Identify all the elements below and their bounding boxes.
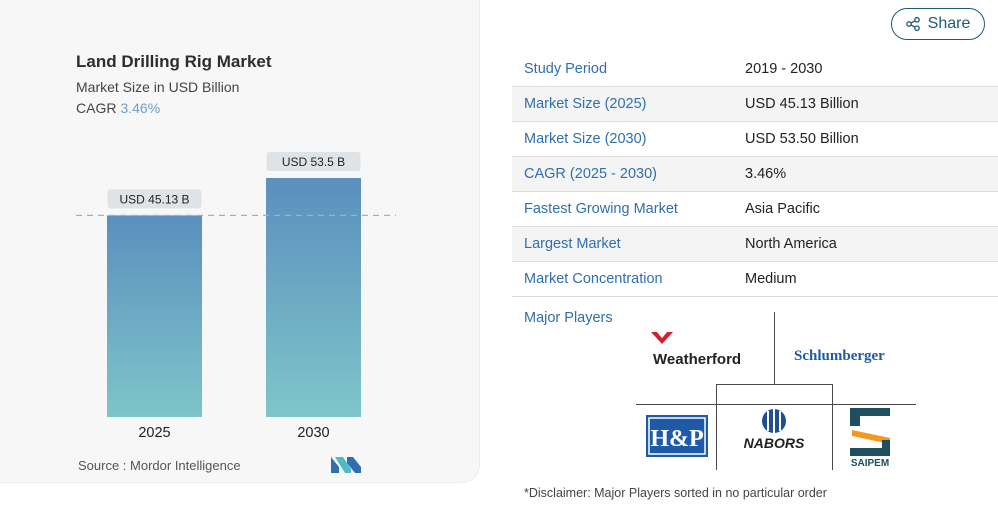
- source-text: Source : Mordor Intelligence: [78, 458, 241, 473]
- table-key: Market Concentration: [512, 261, 745, 297]
- data-label-bg: [266, 152, 361, 171]
- table-key: Study Period: [512, 52, 745, 87]
- player-hp: H&P: [650, 426, 703, 452]
- major-players-label: Major Players: [524, 310, 613, 326]
- chart-card: Land Drilling Rig Market Market Size in …: [0, 0, 480, 483]
- mordor-intelligence-logo: [331, 457, 361, 473]
- table-value: Medium: [745, 261, 998, 297]
- table-row: Market Concentration Medium: [512, 261, 998, 297]
- chart-subtitle: Market Size in USD Billion: [76, 79, 240, 95]
- chart-title: Land Drilling Rig Market: [76, 52, 272, 71]
- table-key: Market Size (2030): [512, 121, 745, 157]
- player-saipem: SAIPEM: [851, 458, 889, 469]
- disclaimer-text: *Disclaimer: Major Players sorted in no …: [524, 486, 827, 500]
- x-tick-label: 2025: [138, 425, 170, 441]
- share-icon: [905, 17, 920, 31]
- table-key: Market Size (2025): [512, 86, 745, 122]
- nabors-logo: NABORS: [738, 408, 812, 459]
- table-value: North America: [745, 226, 998, 262]
- cagr-label: CAGR: [76, 100, 117, 116]
- table-row: Fastest Growing Market Asia Pacific: [512, 191, 998, 227]
- share-label: Share: [927, 15, 971, 32]
- saipem-logo: SAIPEM: [846, 408, 896, 475]
- players-divider: [716, 384, 833, 385]
- table-row: Largest Market North America: [512, 226, 998, 262]
- schlumberger-logo: Schlumberger: [794, 342, 898, 371]
- player-schlumberger: Schlumberger: [794, 348, 885, 364]
- bar-2025: [107, 215, 202, 417]
- table-key: CAGR (2025 - 2030): [512, 156, 745, 192]
- table-value: USD 53.50 Billion: [745, 121, 998, 157]
- cagr-value: 3.46%: [120, 100, 161, 116]
- hp-logo: H&P: [646, 415, 708, 462]
- cagr-line: CAGR 3.46%: [76, 100, 160, 116]
- table-value: 3.46%: [745, 156, 998, 192]
- players-divider: [774, 312, 775, 384]
- market-summary-table: Study Period 2019 - 2030 Market Size (2025…: [512, 52, 998, 297]
- bar-chart: USD 45.13 B 2025 USD 53.5 B 2030: [76, 152, 396, 441]
- players-divider: [716, 384, 717, 470]
- table-row: CAGR (2025 - 2030) 3.46%: [512, 156, 998, 192]
- players-divider: [636, 404, 916, 405]
- data-label: USD 45.13 B: [119, 192, 189, 206]
- player-weatherford: Weatherford: [653, 351, 741, 368]
- table-row: Study Period 2019 - 2030: [512, 52, 998, 87]
- player-nabors: NABORS: [744, 435, 805, 451]
- x-tick-label: 2030: [297, 425, 329, 441]
- bar-2030: [266, 178, 361, 417]
- table-row: Market Size (2025) USD 45.13 Billion: [512, 86, 998, 122]
- data-label-bg: [107, 189, 202, 209]
- table-value: Asia Pacific: [745, 191, 998, 227]
- table-key: Fastest Growing Market: [512, 191, 745, 227]
- share-button[interactable]: Share: [891, 8, 985, 40]
- players-divider: [832, 384, 833, 470]
- table-value: 2019 - 2030: [745, 52, 998, 87]
- table-key: Largest Market: [512, 226, 745, 262]
- table-value: USD 45.13 Billion: [745, 86, 998, 122]
- weatherford-logo: Weatherford: [651, 330, 747, 375]
- data-label: USD 53.5 B: [282, 155, 345, 169]
- table-row: Market Size (2030) USD 53.50 Billion: [512, 121, 998, 157]
